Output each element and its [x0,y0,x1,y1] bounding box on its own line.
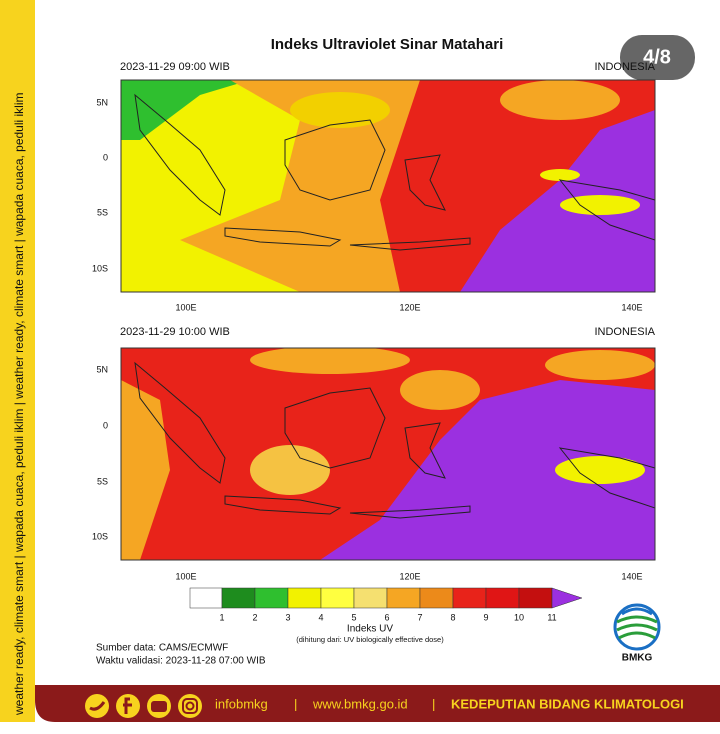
colorbar-title: Indeks UV [347,624,393,635]
panel-region: INDONESIA [594,61,655,73]
side-band [0,0,35,722]
colorbar-arrow [551,587,583,609]
colorbar-label: 9 [483,612,488,622]
lat-label: 10S [92,263,108,273]
colorbar-segment [485,587,520,609]
lat-label: 0 [103,420,108,430]
colorbar-segment [320,587,355,609]
panel-region: INDONESIA [594,326,655,338]
uv-map-0900 [121,80,655,292]
colorbar-segment [287,587,322,609]
footer-band [35,685,720,722]
lon-label: 140E [621,571,642,581]
colorbar-segment [189,587,223,609]
lat-label: 5S [97,207,108,217]
page-indicator-bg [620,35,695,80]
colorbar-label: 4 [318,612,323,622]
social-icons [85,694,202,718]
page-indicator: 4/8 [643,46,671,68]
colorbar-label: 7 [417,612,422,622]
lon-label: 100E [175,571,196,581]
side-banner: weather ready, climate smart | wapada cu… [12,92,26,716]
colorbar-label: 5 [351,612,356,622]
colorbar-segment [386,587,421,609]
colorbar-segment [419,587,454,609]
colorbar-label: 6 [384,612,389,622]
colorbar: 1 2 3 4 5 6 7 8 9 10 11 [189,587,583,622]
colorbar-label: 1 [219,612,224,622]
map-frame [120,347,656,561]
footer-separator: | [432,696,435,711]
footer-department: KEDEPUTIAN BIDANG KLIMATOLOGI [451,696,684,711]
colorbar-label: 11 [547,612,556,622]
lat-label: 5S [97,476,108,486]
logo-label: BMKG [622,653,653,664]
colorbar-subtitle: (dihitung dari: UV biologically effectiv… [296,635,444,644]
title: Indeks Ultraviolet Sinar Matahari [271,36,504,53]
source: Sumber data: CAMS/ECMWF [96,643,228,654]
colorbar-segment [452,587,487,609]
footer-separator: | [294,696,297,711]
bmkg-logo [613,603,661,651]
colorbar-segment [353,587,388,609]
colorbar-label: 10 [514,612,524,622]
map-frame [120,79,656,293]
panel-timestamp: 2023-11-29 09:00 WIB [120,61,230,73]
lat-label: 10S [92,531,108,541]
footer-website: www.bmkg.go.id [312,696,408,711]
colorbar-segment [518,587,553,609]
colorbar-label: 8 [450,612,455,622]
footer-handle: infobmkg [215,696,268,711]
lon-label: 120E [399,302,420,312]
lon-label: 120E [399,571,420,581]
lat-label: 5N [96,97,108,107]
lon-label: 100E [175,302,196,312]
validity: Waktu validasi: 2023-11-28 07:00 WIB [96,656,266,667]
colorbar-segment [221,587,256,609]
lat-label: 0 [103,152,108,162]
lon-label: 140E [621,302,642,312]
colorbar-label: 2 [252,612,257,622]
panel-timestamp: 2023-11-29 10:00 WIB [120,326,230,338]
lat-label: 5N [96,364,108,374]
colorbar-segment [254,587,289,609]
uv-map-1000 [121,348,655,560]
colorbar-label: 3 [285,612,290,622]
